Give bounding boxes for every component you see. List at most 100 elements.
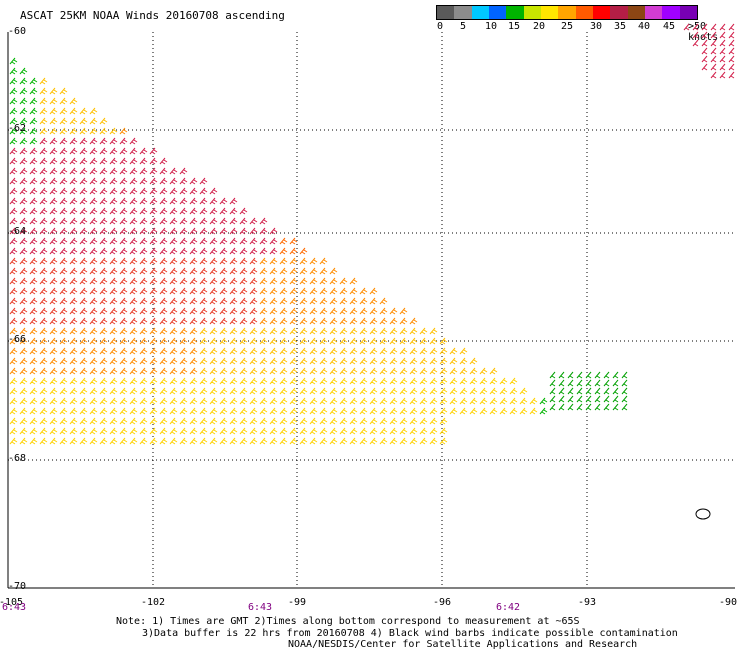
- wind-barb: [29, 417, 38, 425]
- wind-barb: [279, 397, 288, 405]
- wind-barb: [349, 327, 358, 335]
- wind-barb: [39, 337, 48, 345]
- wind-barb: [69, 117, 78, 125]
- wind-barb: [229, 257, 238, 265]
- wind-barb: [159, 217, 168, 225]
- wind-barb: [279, 237, 288, 245]
- wind-barb: [289, 437, 298, 445]
- wind-barb: [29, 197, 38, 205]
- wind-barb: [59, 317, 68, 325]
- wind-barb: [29, 217, 38, 225]
- wind-barb: [229, 377, 238, 385]
- wind-barb: [339, 297, 348, 305]
- wind-barb: [701, 47, 708, 55]
- wind-barb: [558, 387, 565, 395]
- wind-barb: [459, 377, 468, 385]
- wind-barb: [369, 287, 378, 295]
- wind-barb: [309, 297, 318, 305]
- wind-barb: [289, 367, 298, 375]
- wind-barb: [269, 277, 278, 285]
- wind-barb: [69, 217, 78, 225]
- wind-barb: [179, 327, 188, 335]
- color-swatch: [437, 6, 455, 19]
- wind-barb: [259, 307, 268, 315]
- wind-barb: [279, 287, 288, 295]
- wind-barb: [99, 337, 108, 345]
- wind-barb: [309, 287, 318, 295]
- wind-barb: [179, 267, 188, 275]
- wind-barb: [79, 227, 88, 235]
- wind-barb: [89, 217, 98, 225]
- wind-barb: [169, 297, 178, 305]
- wind-barb: [69, 227, 78, 235]
- wind-barb: [49, 337, 58, 345]
- wind-barb: [179, 407, 188, 415]
- wind-barb: [489, 367, 498, 375]
- wind-barb: [419, 327, 428, 335]
- wind-barb: [349, 377, 358, 385]
- wind-barb: [159, 297, 168, 305]
- lat-label-60: -60: [8, 26, 27, 37]
- wind-barb: [9, 297, 18, 305]
- wind-barb: [129, 197, 138, 205]
- color-scale-label: 25: [561, 21, 574, 32]
- wind-barb: [39, 267, 48, 275]
- wind-barb: [594, 395, 601, 403]
- wind-barb: [29, 87, 38, 95]
- wind-barb: [509, 397, 518, 405]
- wind-barb: [109, 407, 118, 415]
- wind-barb: [567, 387, 574, 395]
- wind-barb: [259, 337, 268, 345]
- wind-barb: [229, 347, 238, 355]
- wind-barb: [299, 387, 308, 395]
- wind-barb: [289, 387, 298, 395]
- color-scale-label: 40: [638, 21, 651, 32]
- wind-barb: [459, 367, 468, 375]
- wind-barb: [299, 437, 308, 445]
- wind-barb: [169, 327, 178, 335]
- wind-barb: [399, 347, 408, 355]
- wind-barb: [59, 297, 68, 305]
- wind-barb: [719, 47, 726, 55]
- wind-barb: [129, 387, 138, 395]
- wind-barb: [29, 407, 38, 415]
- wind-barb: [379, 387, 388, 395]
- wind-barb: [109, 177, 118, 185]
- wind-barb: [59, 197, 68, 205]
- wind-barb: [329, 407, 338, 415]
- wind-barb: [419, 337, 428, 345]
- wind-barb: [39, 137, 48, 145]
- wind-barb: [99, 287, 108, 295]
- wind-barb: [289, 257, 298, 265]
- wind-barb: [189, 397, 198, 405]
- wind-barb: [119, 307, 128, 315]
- wind-barb: [89, 147, 98, 155]
- wind-barb: [389, 407, 398, 415]
- wind-barb: [99, 167, 108, 175]
- wind-barb: [692, 39, 699, 47]
- wind-barb: [359, 377, 368, 385]
- wind-barb: [129, 227, 138, 235]
- wind-barb: [289, 397, 298, 405]
- wind-barb: [229, 287, 238, 295]
- wind-barb: [621, 387, 628, 395]
- wind-barb: [249, 217, 258, 225]
- wind-barb: [119, 247, 128, 255]
- wind-barb: [219, 257, 228, 265]
- wind-barb: [692, 31, 699, 39]
- wind-barb: [319, 317, 328, 325]
- wind-barb: [29, 167, 38, 175]
- wind-barb: [139, 367, 148, 375]
- wind-barb: [419, 407, 428, 415]
- wind-barb: [229, 277, 238, 285]
- wind-barb: [369, 327, 378, 335]
- wind-barb: [299, 307, 308, 315]
- wind-barb: [59, 437, 68, 445]
- wind-barb: [129, 357, 138, 365]
- wind-barb: [719, 63, 726, 71]
- wind-barb: [149, 367, 158, 375]
- wind-barb: [99, 157, 108, 165]
- wind-barb: [129, 417, 138, 425]
- wind-barb: [299, 327, 308, 335]
- wind-barb: [39, 157, 48, 165]
